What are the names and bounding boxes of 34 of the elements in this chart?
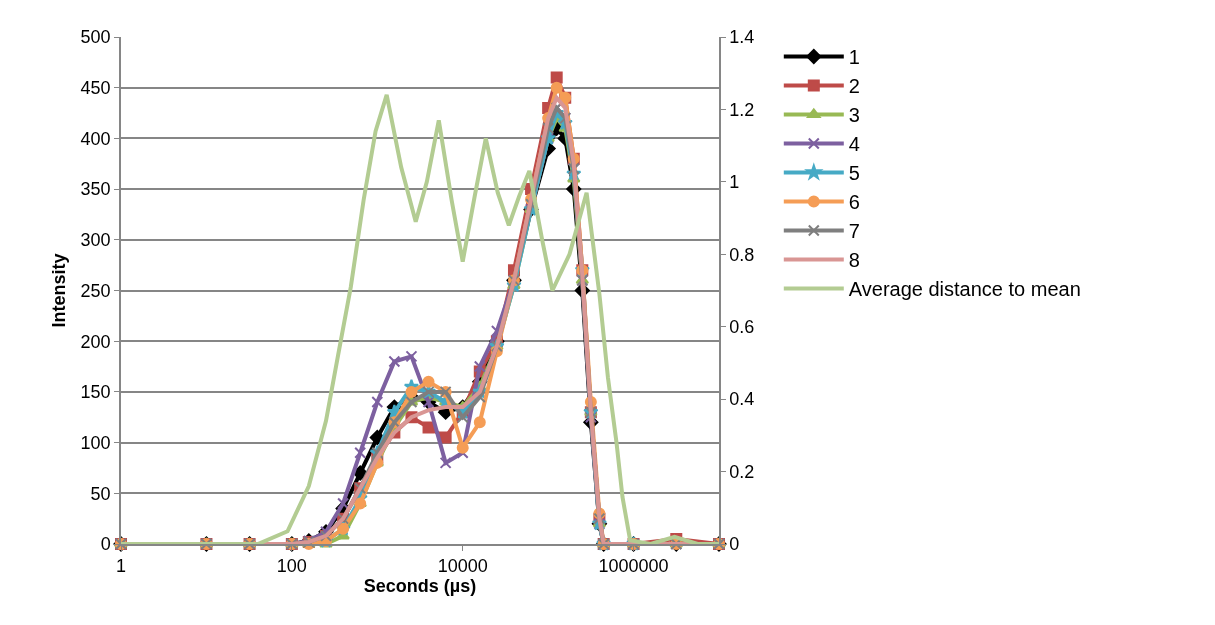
y2-tick-label: 1.4 — [729, 27, 755, 48]
y2-tick-label: 1.2 — [729, 99, 755, 120]
y2-tick-label: 0.6 — [729, 317, 755, 338]
y2-tick-label: 0.4 — [729, 389, 755, 410]
y-tick-label: 100 — [80, 432, 111, 453]
legend-label: 2 — [848, 75, 860, 98]
x-tick-label: 100 — [276, 556, 307, 577]
legend-label: 6 — [848, 191, 860, 214]
y-tick-label: 450 — [80, 78, 111, 98]
y-tick-label: 400 — [80, 128, 111, 149]
y2-tick-label: 0.8 — [729, 244, 755, 265]
y-tick-label: 350 — [80, 179, 111, 200]
y2-tick-label: 0.2 — [729, 461, 755, 482]
x-axis-title: Seconds (µs) — [363, 576, 477, 597]
y-axis-title: Intensity — [49, 253, 70, 328]
legend-label: Average distance to mean — [848, 278, 1081, 301]
y-tick-label: 50 — [90, 483, 111, 504]
y2-tick-label: 1 — [729, 172, 740, 193]
x-tick-label: 10000 — [437, 556, 488, 577]
legend-label: 5 — [848, 162, 860, 185]
x-tick-label: 1 — [115, 556, 127, 577]
legend-label: 8 — [848, 249, 860, 272]
legend-label: 4 — [848, 133, 860, 156]
legend-label: 3 — [848, 104, 860, 127]
y-tick-label: 150 — [80, 382, 111, 403]
y-tick-label: 200 — [80, 331, 111, 352]
y-tick-label: 300 — [80, 230, 111, 251]
x-tick-label: 1000000 — [598, 556, 669, 577]
y2-tick-label: 0 — [729, 534, 740, 555]
legend-label: 1 — [848, 46, 860, 69]
y-tick-label: 500 — [80, 27, 111, 48]
y-tick-label: 250 — [80, 280, 111, 301]
legend-label: 7 — [848, 220, 860, 243]
y-tick-label: 0 — [100, 534, 111, 555]
